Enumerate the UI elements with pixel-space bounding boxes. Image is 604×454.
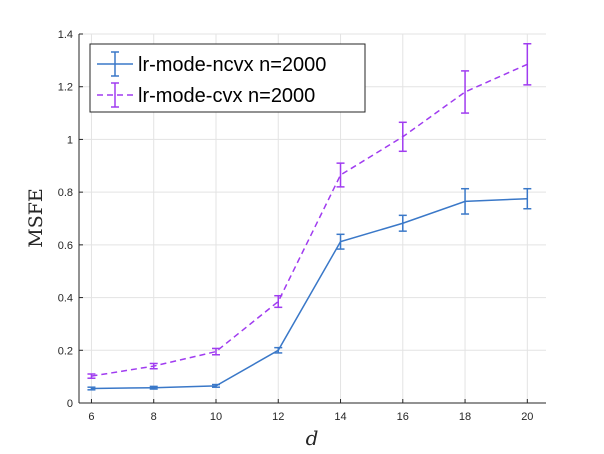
y-tick-label: 0 <box>67 398 73 410</box>
axes <box>78 33 546 404</box>
y-tick-label: 0.6 <box>58 240 73 252</box>
series-line <box>91 197 528 390</box>
error-bar <box>461 70 470 114</box>
error-bar <box>211 347 220 356</box>
error-bar <box>336 162 345 188</box>
legend: lr-mode-ncvx n=2000 lr-mode-cvx n=2000 <box>89 43 366 113</box>
legend-box <box>89 43 366 113</box>
y-tick-labels: 0 0.2 0.4 0.6 0.8 1 1.2 1.4 <box>58 29 73 410</box>
y-tick-label: 1.4 <box>58 29 73 41</box>
legend-item: lr-mode-cvx n=2000 <box>97 82 315 108</box>
legend-label: lr-mode-ncvx n=2000 <box>138 54 326 76</box>
series-group <box>87 43 532 391</box>
error-bar <box>149 385 158 390</box>
x-tick-label: 20 <box>521 411 533 423</box>
error-bar <box>523 187 532 210</box>
y-axis-label: MSFE <box>25 188 47 248</box>
error-bar <box>461 187 470 215</box>
error-bar <box>398 214 407 232</box>
error-bar <box>87 373 96 379</box>
x-axis-label: d <box>306 426 319 450</box>
x-tick-label: 6 <box>88 411 94 423</box>
error-bar <box>149 362 158 370</box>
y-tick-label: 0.2 <box>58 345 73 357</box>
x-tick-label: 18 <box>459 411 471 423</box>
x-tick-label: 16 <box>397 411 409 423</box>
error-bar <box>87 386 96 391</box>
series-line <box>91 63 528 377</box>
error-bar <box>336 233 345 250</box>
x-tick-label: 10 <box>210 411 222 423</box>
series-1 <box>87 187 532 391</box>
series-2 <box>87 43 532 379</box>
legend-label: lr-mode-cvx n=2000 <box>138 85 315 107</box>
x-tick-labels: 6 8 10 12 14 16 18 20 <box>88 411 533 423</box>
error-bar <box>523 43 532 86</box>
error-bar <box>274 346 283 354</box>
x-tick-label: 14 <box>334 411 346 423</box>
y-tick-label: 0.8 <box>58 187 73 199</box>
error-bar <box>274 294 283 309</box>
error-bar <box>211 383 220 388</box>
error-bar <box>398 121 407 153</box>
y-tick-label: 0.4 <box>58 293 73 305</box>
legend-item: lr-mode-ncvx n=2000 <box>97 51 326 77</box>
x-tick-label: 12 <box>272 411 284 423</box>
y-tick-label: 1 <box>67 134 73 146</box>
x-tick-label: 8 <box>151 411 157 423</box>
y-tick-label: 1.2 <box>58 82 73 94</box>
